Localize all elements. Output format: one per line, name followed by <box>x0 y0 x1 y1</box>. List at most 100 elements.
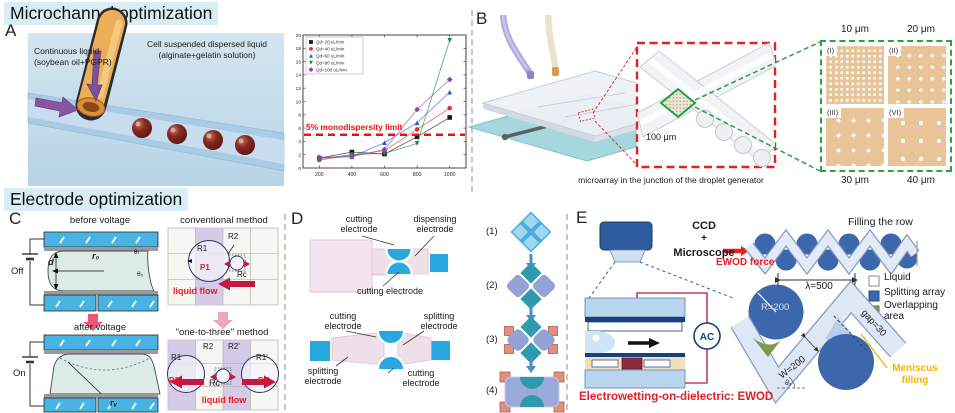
after-voltage-diagram <box>22 334 161 413</box>
array-tile-40um: (VI) <box>888 108 946 166</box>
splitting-electrode-label-2: splitting electrode <box>304 366 342 387</box>
microarray-diamond <box>659 87 697 119</box>
splitting-array-geometry: R=200 W=200 gap=30 θₑ <box>730 273 907 404</box>
panel-b-illustration <box>467 14 821 172</box>
monodispersity-chart: 0 2 4 6 8 10 12 14 16 18 20 200 400 600 800 1000 5% mono… <box>296 33 467 178</box>
panel-c-diagrams <box>22 227 279 413</box>
rv-label: rᵥ <box>110 398 118 408</box>
ccd-microscope <box>588 221 734 299</box>
splitting-electrode-diagram <box>310 317 450 383</box>
ewod-caption: Electrowetting-on-dielectric: EWOD <box>579 391 774 403</box>
svg-text:8: 8 <box>298 113 301 119</box>
cutting-electrode-label-1: cutting electrode <box>340 214 378 235</box>
size-label-30um: 30 μm <box>841 175 869 186</box>
separator-c-d <box>284 214 286 410</box>
array-tile-10um: (I) <box>826 46 884 104</box>
step-3-label: (3) <box>486 334 498 345</box>
one-to-three-method-diagram <box>167 339 279 411</box>
theta-e-label: θₑ <box>785 380 792 387</box>
svg-text:Qd=100 uL/min: Qd=100 uL/min <box>316 67 347 72</box>
size-label-20um: 20 μm <box>907 24 935 35</box>
svg-text:16: 16 <box>296 59 302 65</box>
svg-text:6: 6 <box>298 126 301 132</box>
down-arrow-right <box>213 312 233 329</box>
panel-a-label: A <box>5 21 17 40</box>
ewod-force-label: EWOD force <box>716 257 775 268</box>
theta-t-label: θₜ <box>134 249 140 256</box>
cutting-electrode-label-3: cutting electrode <box>324 311 362 332</box>
panel-b-caption: microarray in the junction of the drople… <box>578 175 764 185</box>
microarray-size-box: (I) (II) (III) (VI) <box>820 40 952 172</box>
svg-text:2: 2 <box>298 153 301 159</box>
after-voltage-title: after voltage <box>73 322 127 333</box>
green-zoom-leaders <box>694 41 821 172</box>
off-label: Off <box>11 266 24 277</box>
ccd-label: CCD <box>692 220 716 232</box>
before-voltage-diagram <box>22 231 159 312</box>
svg-text:4: 4 <box>298 139 301 145</box>
conv-rc-label: Rc <box>237 270 247 279</box>
conventional-title: conventional method <box>180 215 268 226</box>
cell-droplets <box>132 118 255 155</box>
gap-d-label: d <box>48 257 54 268</box>
ott-p1p-label: P1' <box>258 376 270 385</box>
meniscus-filling-label: Meniscus filling <box>892 363 938 386</box>
panel-a-illustration <box>27 7 285 186</box>
junction-closeup <box>637 43 775 167</box>
svg-text:10: 10 <box>296 99 302 105</box>
conventional-method-diagram <box>167 227 279 306</box>
panel-b-label: B <box>476 9 488 28</box>
svg-text:20: 20 <box>296 33 302 39</box>
step-2-label: (2) <box>486 280 498 291</box>
panel-e-diagrams: AC <box>584 221 920 404</box>
svg-text:Qd=20 uL/min: Qd=20 uL/min <box>316 40 345 45</box>
cutting-electrode-label-4: cutting electrode <box>402 368 440 389</box>
ott-r1p-label: R1' <box>256 353 268 362</box>
dispersed-liquid-label: Cell suspended dispersed liquid (alginat… <box>146 39 268 60</box>
svg-text:400: 400 <box>348 172 357 178</box>
microscope-label: Microscope <box>673 247 735 259</box>
array-id-2: (II) <box>888 46 902 56</box>
on-label: On <box>13 368 26 379</box>
svg-text:12: 12 <box>296 86 302 92</box>
array-id-1: (I) <box>826 46 838 56</box>
down-arrow-left <box>83 314 103 331</box>
panel-d-label: D <box>291 209 304 228</box>
array-id-4: (VI) <box>888 108 905 118</box>
svg-text:600: 600 <box>380 172 389 178</box>
filling-row-title: Filling the row <box>848 216 913 228</box>
svg-text:200: 200 <box>315 172 324 178</box>
ac-source-label: AC <box>700 332 714 343</box>
svg-text:Qd=40 uL/min: Qd=40 uL/min <box>316 47 345 52</box>
flow-arrow-continuous <box>34 96 79 118</box>
before-voltage-title: before voltage <box>69 215 131 226</box>
size-label-10um: 10 μm <box>841 24 869 35</box>
separator-a-b <box>471 10 473 192</box>
scale-label-100um: 100 μm <box>646 132 677 142</box>
svg-text:800: 800 <box>413 172 422 178</box>
ott-p1-label: P1 <box>169 376 179 385</box>
svg-text:1000: 1000 <box>444 172 456 178</box>
ewod-stack: AC <box>584 292 721 389</box>
svg-text:0: 0 <box>298 166 301 172</box>
array-tile-30um: (III) <box>826 108 884 166</box>
theta-0-label: θ₀ <box>137 271 144 278</box>
conv-liquid-flow: liquid flow <box>173 286 218 296</box>
legend-splitting-label: Splitting array <box>884 287 946 298</box>
ott-rc-label: Rc <box>209 378 220 388</box>
filling-row-diagram <box>723 228 920 276</box>
lambda-dimension-label: λ=500 <box>805 281 833 292</box>
svg-text:14: 14 <box>296 73 302 79</box>
array-id-3: (III) <box>826 108 842 118</box>
section-title-electrode: Electrode optimization <box>4 188 189 211</box>
one-to-three-title: "one-to-three" method <box>175 327 269 338</box>
splitting-steps <box>499 211 565 413</box>
legend-overlap-label: Overlapping area <box>884 300 938 322</box>
svg-text:18: 18 <box>296 46 302 52</box>
step-1-label: (1) <box>486 226 498 237</box>
chart-legend: Qd=20 uL/min Qd=40 uL/min Qd=60 uL/minQd=8… <box>305 36 364 75</box>
continuous-liquid-label: Continuous liquid (soybean oil+PGPR) <box>34 46 112 67</box>
ott-liquid-flow: liquid flow <box>201 395 247 405</box>
r-dimension-label: R=200 <box>761 302 789 313</box>
